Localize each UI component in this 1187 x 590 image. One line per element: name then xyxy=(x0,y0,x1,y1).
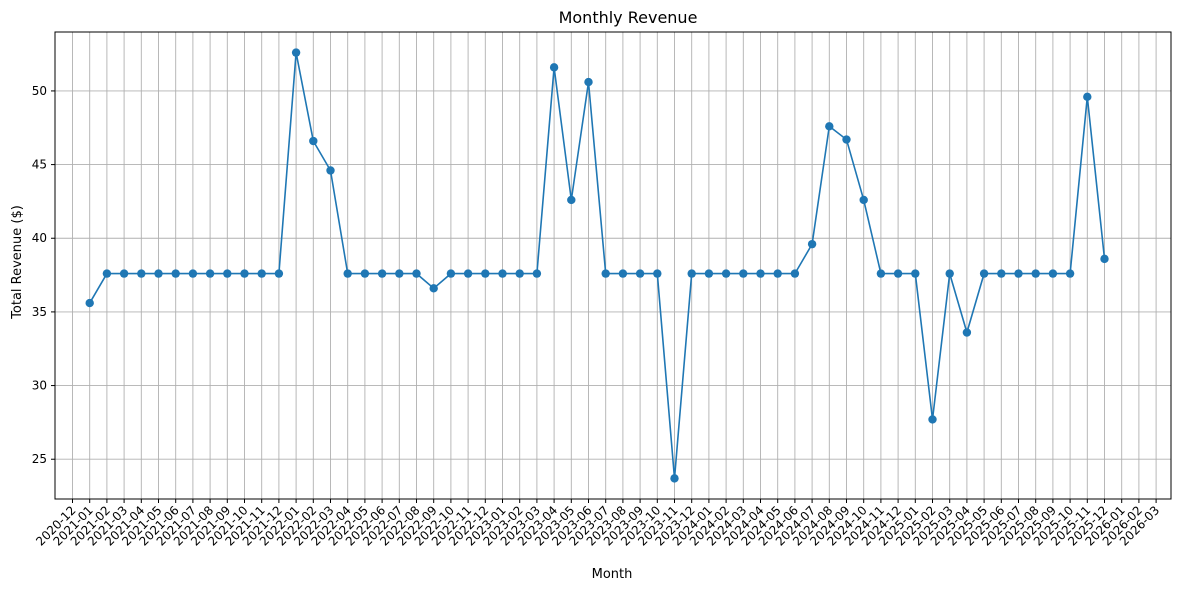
data-point xyxy=(739,269,748,278)
y-axis-ticks: 25 30 35 40 45 50 xyxy=(32,84,55,466)
y-tick-label: 30 xyxy=(32,379,47,393)
data-point xyxy=(1031,269,1040,278)
data-point xyxy=(481,269,490,278)
data-point xyxy=(601,269,610,278)
y-tick-label: 25 xyxy=(32,452,47,466)
data-point xyxy=(756,269,765,278)
data-point xyxy=(567,195,576,205)
data-point xyxy=(635,269,645,278)
data-point xyxy=(1065,269,1075,278)
data-point xyxy=(257,269,266,278)
data-point xyxy=(979,269,989,278)
y-axis-label: Total Revenue ($) xyxy=(10,205,25,320)
y-tick-label: 50 xyxy=(32,84,47,98)
data-point xyxy=(704,269,714,278)
data-point xyxy=(807,239,817,249)
data-point xyxy=(515,269,524,278)
data-point xyxy=(429,284,438,293)
data-point xyxy=(205,269,215,278)
data-point xyxy=(825,122,834,131)
data-point xyxy=(463,269,473,278)
data-point xyxy=(412,269,421,278)
revenue-series-line xyxy=(89,52,1106,479)
data-point xyxy=(893,269,903,278)
data-point xyxy=(859,195,868,205)
data-point xyxy=(670,474,679,483)
data-point xyxy=(343,269,352,278)
data-point xyxy=(532,269,542,278)
y-tick-label: 45 xyxy=(32,158,47,172)
data-point xyxy=(326,166,335,175)
data-point xyxy=(395,269,404,278)
data-point xyxy=(309,136,318,146)
data-point xyxy=(223,269,232,278)
data-point xyxy=(85,298,94,308)
chart-title: Monthly Revenue xyxy=(559,8,698,27)
data-point xyxy=(790,269,800,278)
data-point xyxy=(360,269,370,278)
plot-area xyxy=(54,31,1172,500)
data-point xyxy=(997,269,1006,278)
revenue-series-points xyxy=(85,48,1109,483)
data-point xyxy=(171,269,180,278)
x-axis-ticks: 2020-122021-012021-022021-032021-042021-… xyxy=(33,499,1162,549)
y-tick-label: 40 xyxy=(32,231,47,245)
data-point xyxy=(1048,269,1058,278)
data-point xyxy=(188,269,198,278)
data-point xyxy=(928,415,937,424)
data-point xyxy=(945,269,954,278)
data-point xyxy=(498,269,507,278)
data-point xyxy=(549,63,559,72)
data-point xyxy=(911,269,920,278)
data-point xyxy=(291,48,301,57)
data-point xyxy=(1014,269,1023,278)
data-point xyxy=(842,135,851,144)
x-axis-label: Month xyxy=(592,567,633,582)
y-tick-label: 35 xyxy=(32,305,47,319)
data-point xyxy=(1083,92,1092,102)
data-point xyxy=(137,269,146,278)
data-point xyxy=(240,269,249,278)
data-point xyxy=(377,269,387,278)
data-point xyxy=(446,269,456,278)
data-point xyxy=(687,269,696,278)
data-point xyxy=(962,328,972,337)
data-point xyxy=(618,269,628,278)
data-point xyxy=(721,269,731,278)
data-point xyxy=(119,269,129,278)
data-point xyxy=(653,269,662,278)
data-point xyxy=(102,269,112,278)
data-point xyxy=(773,269,782,278)
grid-lines xyxy=(55,32,1171,499)
data-point xyxy=(154,269,163,278)
data-point xyxy=(1100,254,1109,264)
data-point xyxy=(274,269,284,278)
data-point xyxy=(876,269,886,278)
data-point xyxy=(584,77,593,87)
